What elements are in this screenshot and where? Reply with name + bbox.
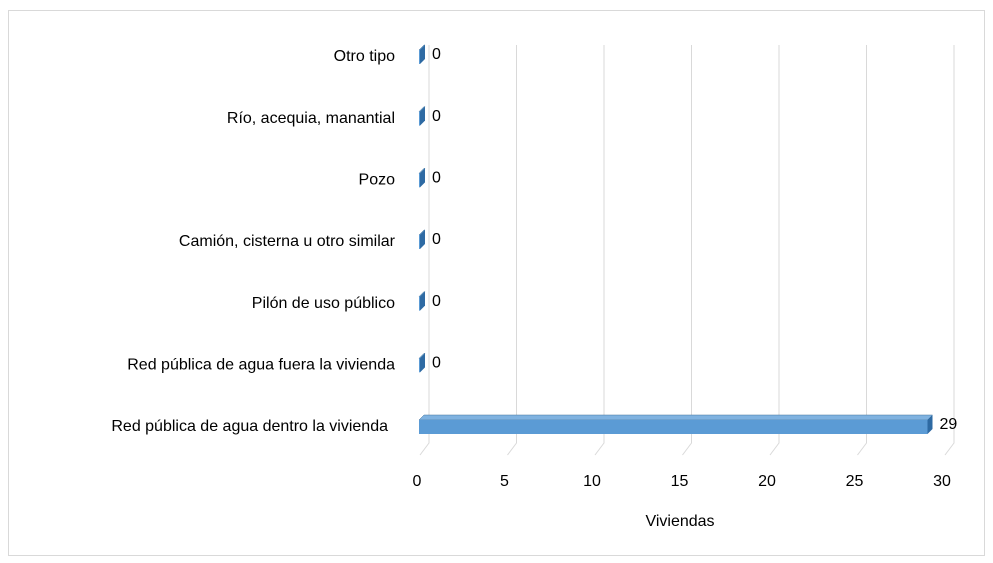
y-tick-label: Otro tipo (334, 48, 395, 65)
bar (419, 296, 420, 311)
grid-line (682, 45, 692, 456)
x-tick-label: 5 (500, 473, 509, 490)
bar-side (420, 106, 425, 126)
bar-side (420, 45, 425, 64)
bar-side (927, 415, 933, 434)
value-label: 0 (432, 293, 441, 310)
x-tick-label: 10 (583, 473, 601, 490)
x-tick-label: 25 (846, 473, 864, 490)
bar-side (420, 353, 425, 373)
value-label: 0 (432, 355, 441, 372)
x-tick-label: 15 (671, 473, 689, 490)
value-label: 0 (432, 170, 441, 187)
bar-side (420, 230, 425, 249)
value-label: 0 (432, 46, 441, 63)
chart-frame (8, 10, 985, 556)
bar (419, 50, 420, 64)
bar-top (418, 414, 934, 421)
grid-line (419, 45, 430, 456)
grid-line (769, 45, 780, 456)
x-tick-label: 20 (758, 473, 776, 490)
bar-side (420, 291, 425, 311)
y-tick-label: Camión, cisterna u otro similar (179, 233, 396, 250)
value-label: 0 (432, 231, 441, 248)
x-tick-label: 0 (413, 473, 422, 490)
bar-side (420, 168, 425, 188)
y-tick-label: Pozo (359, 172, 396, 189)
grid-line (507, 45, 517, 456)
grid-line (594, 45, 605, 456)
value-label: 29 (940, 416, 958, 433)
bar (419, 111, 420, 126)
x-tick-label: 30 (933, 473, 951, 490)
bar (419, 235, 420, 249)
y-tick-label: Río, acequia, manantial (227, 110, 395, 127)
bar (419, 358, 420, 373)
y-tick-label: Red pública de agua dentro la vivienda (111, 418, 388, 435)
bar (419, 420, 928, 434)
y-tick-label: Pilón de uso público (252, 295, 395, 312)
bar (419, 173, 420, 188)
grid-line (944, 45, 955, 456)
x-axis-title: Viviendas (645, 513, 714, 530)
value-label: 0 (432, 108, 441, 125)
y-tick-label: Red pública de agua fuera la vivienda (127, 357, 395, 374)
grid-line (857, 45, 867, 456)
